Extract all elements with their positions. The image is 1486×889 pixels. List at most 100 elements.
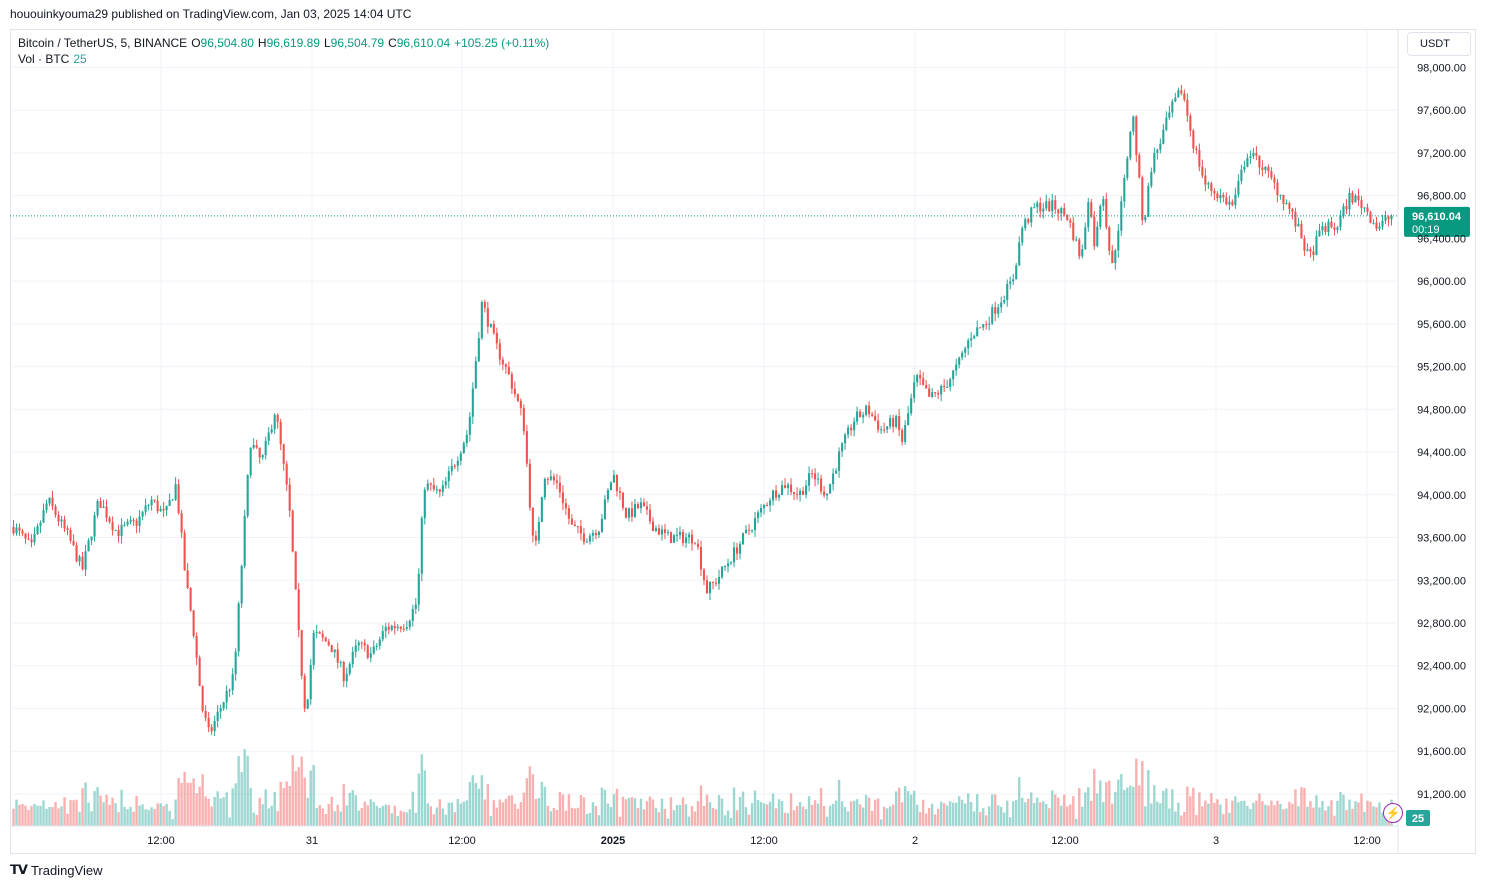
volume-bar: [219, 798, 222, 826]
volume-bar: [1381, 812, 1384, 826]
volume-bar: [870, 810, 874, 826]
volume-bar: [942, 803, 946, 826]
candle-body: [871, 414, 874, 416]
candle-body: [1156, 149, 1159, 153]
volume-bar: [99, 795, 102, 826]
candle-body: [117, 529, 120, 537]
candle-body: [1270, 171, 1273, 178]
time-tick-label: 31: [306, 835, 318, 847]
volume-bar: [309, 770, 312, 826]
candle-body: [294, 551, 297, 590]
candle-body: [802, 490, 805, 495]
candle-body: [838, 451, 841, 471]
candle-body: [1060, 208, 1063, 214]
candle-body: [126, 521, 129, 525]
volume-bar: [1363, 811, 1366, 826]
volume-bar: [1234, 796, 1237, 826]
candle-body: [729, 562, 733, 564]
volume-bar: [87, 802, 90, 826]
candle-body: [453, 465, 456, 467]
volume-bar: [12, 808, 15, 826]
candle-body: [1201, 166, 1204, 176]
candle-body: [507, 366, 510, 375]
candle-body: [528, 463, 531, 508]
volume-bar: [1336, 800, 1339, 826]
volume-bar: [189, 782, 192, 826]
volume-bar: [66, 813, 69, 826]
candle-body: [159, 508, 162, 512]
volume-bar: [513, 803, 517, 826]
volume-bar: [270, 805, 273, 826]
candle-body: [738, 544, 742, 554]
volume-bar: [264, 789, 267, 826]
volume-bar: [555, 809, 559, 826]
volume-bar: [1117, 779, 1120, 826]
candle-body: [1354, 195, 1357, 203]
lightning-icon[interactable]: ⚡: [1383, 803, 1403, 823]
candle-body: [913, 382, 916, 399]
volume-bar: [807, 796, 811, 826]
candle-body: [1306, 249, 1309, 251]
volume-bar: [1039, 802, 1042, 826]
volume-bar: [603, 789, 607, 826]
brand-name: TradingView: [30, 862, 103, 878]
volume-axis-value: 25: [1412, 813, 1424, 825]
candle-body: [495, 332, 498, 344]
volume-bar: [579, 795, 583, 826]
volume-bar: [1270, 800, 1273, 826]
candle-body: [36, 526, 39, 534]
volume-bar: [1174, 811, 1177, 826]
volume-bar: [561, 794, 565, 826]
candle-body: [1357, 195, 1360, 201]
candle-body: [859, 411, 862, 418]
volume-bar: [1021, 797, 1024, 826]
candle-body: [147, 504, 150, 506]
candle-body: [1288, 203, 1291, 210]
symbol-name[interactable]: Bitcoin / TetherUS, 5, BINANCE: [18, 36, 188, 50]
volume-bar: [186, 782, 189, 826]
candle-body: [477, 338, 480, 362]
volume-axis-tag: [1406, 810, 1430, 826]
volume-bar: [822, 805, 826, 826]
volume-bar: [1237, 802, 1240, 826]
candle-body: [1264, 166, 1267, 170]
candle-body: [1033, 207, 1036, 209]
volume-bar: [495, 807, 499, 826]
volume-bar: [15, 799, 18, 826]
candle-body: [582, 533, 585, 543]
candle-body: [1045, 201, 1048, 209]
candle-body: [1186, 99, 1189, 116]
volume-bar: [648, 796, 652, 826]
candle-body: [99, 500, 102, 508]
volume-bar: [1114, 791, 1117, 826]
currency-button[interactable]: USDT: [1407, 32, 1471, 56]
volume-bar: [486, 784, 490, 826]
candle-body: [1096, 226, 1099, 247]
candle-body: [222, 702, 225, 709]
candle-body: [898, 416, 901, 431]
candle-body: [78, 556, 81, 562]
candle-body: [387, 626, 390, 630]
candle-body: [534, 535, 537, 541]
volume-bar: [858, 804, 862, 826]
volume-bar: [36, 805, 39, 826]
volume-bar: [417, 773, 420, 826]
volume-bar: [498, 799, 502, 826]
candle-body: [1144, 216, 1147, 221]
price-tick-label: 94,000.00: [1417, 490, 1466, 502]
candle-body: [366, 645, 369, 658]
volume-bar: [354, 795, 357, 826]
volume-bar: [945, 805, 949, 826]
candle-body: [621, 492, 624, 508]
candle-body: [964, 348, 967, 353]
volume-bar: [1159, 803, 1162, 826]
candle-body: [201, 686, 204, 711]
volume-label[interactable]: Vol · BTC: [18, 52, 70, 66]
volume-bar: [963, 803, 967, 826]
volume-bar: [387, 804, 390, 826]
candle-body: [1042, 208, 1045, 212]
volume-bar: [81, 788, 84, 826]
price-tick-label: 97,200.00: [1417, 148, 1466, 160]
volume-bar: [255, 814, 258, 826]
